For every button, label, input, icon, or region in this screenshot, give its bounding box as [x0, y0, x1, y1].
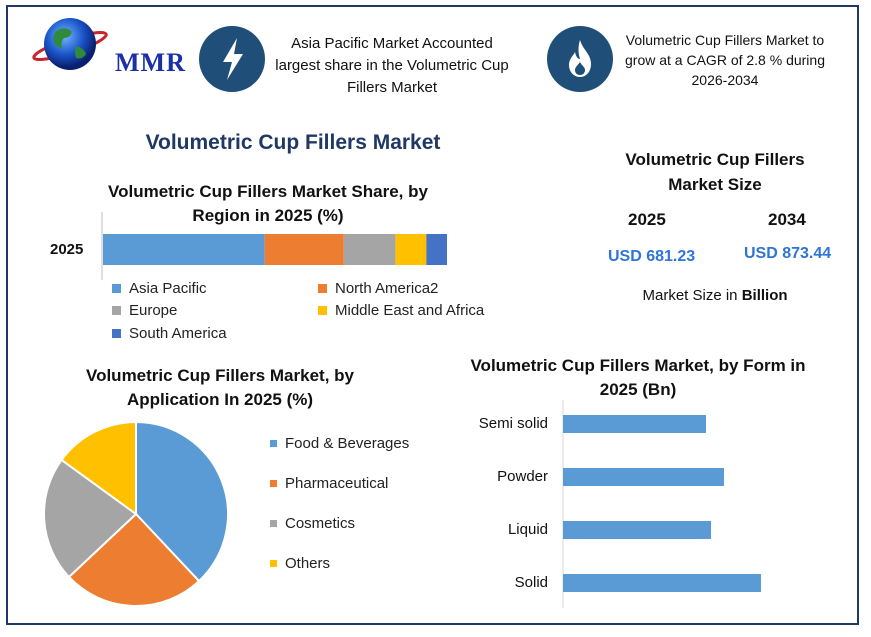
form-bar-solid [563, 574, 761, 592]
application-legend-others: Others [270, 555, 330, 572]
lightning-icon [199, 26, 265, 92]
legend-swatch [270, 560, 277, 567]
legend-label: Europe [129, 302, 178, 319]
flame-icon [547, 26, 613, 92]
region-legend-middle-east-and-africa: Middle East and Africa [318, 302, 484, 319]
legend-label: Cosmetics [285, 515, 356, 532]
pie-slice-food-beverages [135, 420, 229, 583]
form-chart-title: Volumetric Cup Fillers Market, by Form i… [470, 356, 806, 399]
market-size-unit-prefix: Market Size in [642, 287, 742, 304]
form-category-liquid: Liquid [507, 521, 548, 538]
market-size-value-2034: USD 873.44 [744, 245, 832, 262]
market-size-year-2034: 2034 [768, 210, 806, 229]
form-bar-powder [563, 468, 724, 486]
market-size-title: Volumetric Cup Fillers Market Size [625, 150, 805, 194]
application-chart-title: Volumetric Cup Fillers Market, by Applic… [86, 366, 354, 409]
form-category-solid: Solid [514, 574, 548, 591]
callout-cagr: Volumetric Cup Fillers Market to grow at… [625, 32, 825, 88]
region-legend-north-america2: North America2 [318, 280, 438, 297]
legend-swatch [112, 284, 121, 293]
legend-swatch [112, 306, 121, 315]
globe-icon [32, 18, 108, 70]
market-size-unit: Market Size in Billion [600, 287, 830, 304]
form-category-semi-solid: Semi solid [478, 415, 548, 432]
legend-swatch [270, 520, 277, 527]
pie-slice-pharmaceutical [67, 512, 201, 607]
application-legend-food-beverages: Food & Beverages [270, 435, 409, 452]
legend-label: Food & Beverages [285, 435, 410, 452]
legend-label: North America2 [335, 280, 439, 297]
application-legend-cosmetics: Cosmetics [270, 515, 355, 532]
form-bar-semi-solid [563, 415, 706, 433]
legend-label: Others [285, 555, 331, 572]
region-legend-europe: Europe [112, 302, 177, 319]
region-bar-middle-east-and-africa [395, 234, 427, 265]
legend-swatch [318, 306, 327, 315]
page-title: Volumetric Cup Fillers Market [145, 131, 441, 154]
legend-swatch [318, 284, 327, 293]
legend-swatch [112, 329, 121, 338]
legend-label: South America [129, 325, 227, 342]
region-chart-category-label: 2025 [50, 241, 84, 258]
region-stacked-bar-chart [101, 212, 447, 280]
market-size-value-2025: USD 681.23 [608, 248, 696, 265]
region-legend-south-america: South America [112, 325, 227, 342]
application-legend-pharmaceutical: Pharmaceutical [270, 475, 388, 492]
legend-swatch [270, 440, 277, 447]
form-category-powder: Powder [497, 468, 548, 485]
application-pie-chart [43, 420, 229, 607]
callout-asia-pacific: Asia Pacific Market Accounted largest sh… [275, 35, 509, 96]
legend-label: Asia Pacific [129, 280, 207, 297]
legend-label: Pharmaceutical [285, 475, 389, 492]
region-chart-title: Volumetric Cup Fillers Market Share, by … [108, 182, 428, 225]
region-bar-asia-pacific [103, 234, 265, 265]
form-bar-liquid [563, 521, 711, 539]
brand-name: MMR [115, 48, 186, 77]
legend-label: Middle East and Africa [335, 302, 485, 319]
pie-slice-cosmetics [43, 458, 138, 579]
form-bar-chart [562, 400, 761, 608]
market-size-unit-bold: Billion [741, 287, 788, 304]
pie-slice-others [60, 420, 137, 516]
legend-swatch [270, 480, 277, 487]
region-bar-europe [343, 234, 396, 265]
region-bar-south-america [426, 234, 447, 265]
region-legend-asia-pacific: Asia Pacific [112, 280, 207, 297]
region-bar-north-america2 [264, 234, 344, 265]
brand-logo: MMR [22, 10, 185, 84]
infographic-frame [6, 5, 859, 625]
market-size-year-2025: 2025 [628, 210, 666, 229]
